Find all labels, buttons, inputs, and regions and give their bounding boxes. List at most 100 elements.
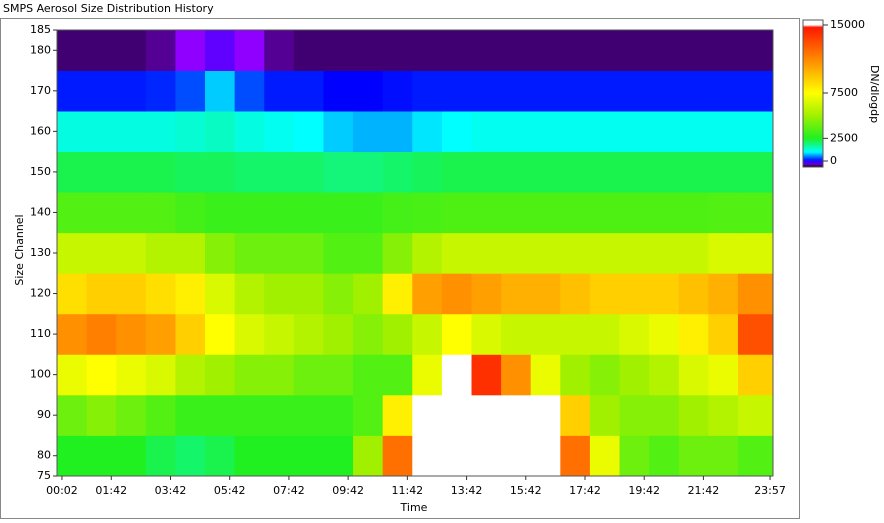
x-tick-label: 01:42: [95, 484, 127, 497]
heat-cell: [116, 394, 147, 436]
heat-cell: [175, 313, 206, 355]
heatmap: [57, 30, 774, 477]
heat-cell: [560, 273, 591, 315]
heat-cell: [116, 435, 147, 477]
heat-cell: [589, 70, 620, 112]
heat-cell: [471, 435, 502, 477]
heat-cell: [234, 70, 265, 112]
heat-cell: [530, 192, 561, 234]
heat-cell: [57, 192, 88, 234]
heat-cell: [471, 232, 502, 274]
heat-cell: [501, 111, 532, 153]
x-tick-label: 11:42: [391, 484, 423, 497]
x-tick-label: 05:42: [214, 484, 246, 497]
heat-cell: [441, 354, 472, 396]
heat-cell: [501, 232, 532, 274]
heat-cell: [145, 70, 176, 112]
colorbar-label: DN/dlogdp: [868, 65, 881, 123]
x-tick-label: 17:42: [569, 484, 601, 497]
heat-cell: [589, 435, 620, 477]
heat-cell: [441, 151, 472, 193]
heat-cell: [619, 70, 650, 112]
heat-cell: [501, 394, 532, 436]
heat-cell: [708, 70, 739, 112]
heat-cell: [353, 70, 384, 112]
heat-cell: [353, 232, 384, 274]
heat-cell: [471, 151, 502, 193]
x-tick-label: 03:42: [155, 484, 187, 497]
heat-cell: [560, 30, 591, 71]
heat-cell: [649, 435, 680, 477]
heat-cell: [234, 313, 265, 355]
heat-cell: [205, 313, 236, 355]
heat-cell: [501, 313, 532, 355]
colorbar: [802, 19, 824, 168]
heat-cell: [175, 192, 206, 234]
heat-cell: [619, 435, 650, 477]
heat-cell: [412, 394, 443, 436]
heat-cell: [175, 30, 206, 71]
heat-cell: [323, 313, 354, 355]
heat-cell: [205, 192, 236, 234]
heat-cell: [323, 192, 354, 234]
heat-cell: [737, 151, 774, 193]
heat-cell: [264, 273, 295, 315]
heat-cell: [530, 354, 561, 396]
heat-cell: [471, 273, 502, 315]
heat-cell: [145, 313, 176, 355]
heat-cell: [234, 30, 265, 71]
heat-cell: [441, 111, 472, 153]
heat-cell: [264, 313, 295, 355]
heat-cell: [708, 30, 739, 71]
heat-cell: [412, 354, 443, 396]
heat-cell: [57, 435, 88, 477]
heat-cell: [175, 111, 206, 153]
heat-cell: [382, 232, 413, 274]
heat-cell: [86, 70, 117, 112]
heat-cell: [649, 313, 680, 355]
heat-cell: [86, 192, 117, 234]
heat-cell: [737, 70, 774, 112]
heat-cell: [57, 111, 88, 153]
heat-cell: [323, 354, 354, 396]
heat-cell: [471, 111, 502, 153]
heat-cell: [737, 111, 774, 153]
heat-cell: [678, 111, 709, 153]
heat-cell: [441, 192, 472, 234]
heat-cell: [560, 232, 591, 274]
heat-cell: [57, 151, 88, 193]
heat-cell: [708, 273, 739, 315]
heat-cell: [323, 435, 354, 477]
colorbar-tick-label: 2500: [830, 131, 858, 144]
heat-cell: [412, 313, 443, 355]
heat-cell: [86, 435, 117, 477]
heat-cell: [264, 151, 295, 193]
heat-cell: [205, 70, 236, 112]
heat-cell: [737, 30, 774, 71]
heat-cell: [530, 70, 561, 112]
heat-cell: [57, 394, 88, 436]
heat-cell: [619, 30, 650, 71]
heat-cell: [737, 435, 774, 477]
heat-cell: [412, 232, 443, 274]
heat-cell: [145, 111, 176, 153]
heat-cell: [619, 111, 650, 153]
chart-title: SMPS Aerosol Size Distribution History: [3, 2, 214, 15]
heat-cell: [234, 354, 265, 396]
heat-cell: [293, 435, 324, 477]
heat-cell: [560, 111, 591, 153]
heat-cell: [264, 354, 295, 396]
heat-cell: [678, 313, 709, 355]
heat-cell: [560, 192, 591, 234]
heat-cell: [116, 111, 147, 153]
y-tick-label: 100: [30, 368, 51, 381]
heat-cell: [86, 273, 117, 315]
heat-cell: [530, 30, 561, 71]
heat-cell: [737, 394, 774, 436]
y-tick-label: 170: [30, 84, 51, 97]
heat-cell: [471, 30, 502, 71]
heat-cell: [353, 273, 384, 315]
heat-cell: [619, 151, 650, 193]
heat-cell: [737, 273, 774, 315]
heat-cell: [382, 111, 413, 153]
